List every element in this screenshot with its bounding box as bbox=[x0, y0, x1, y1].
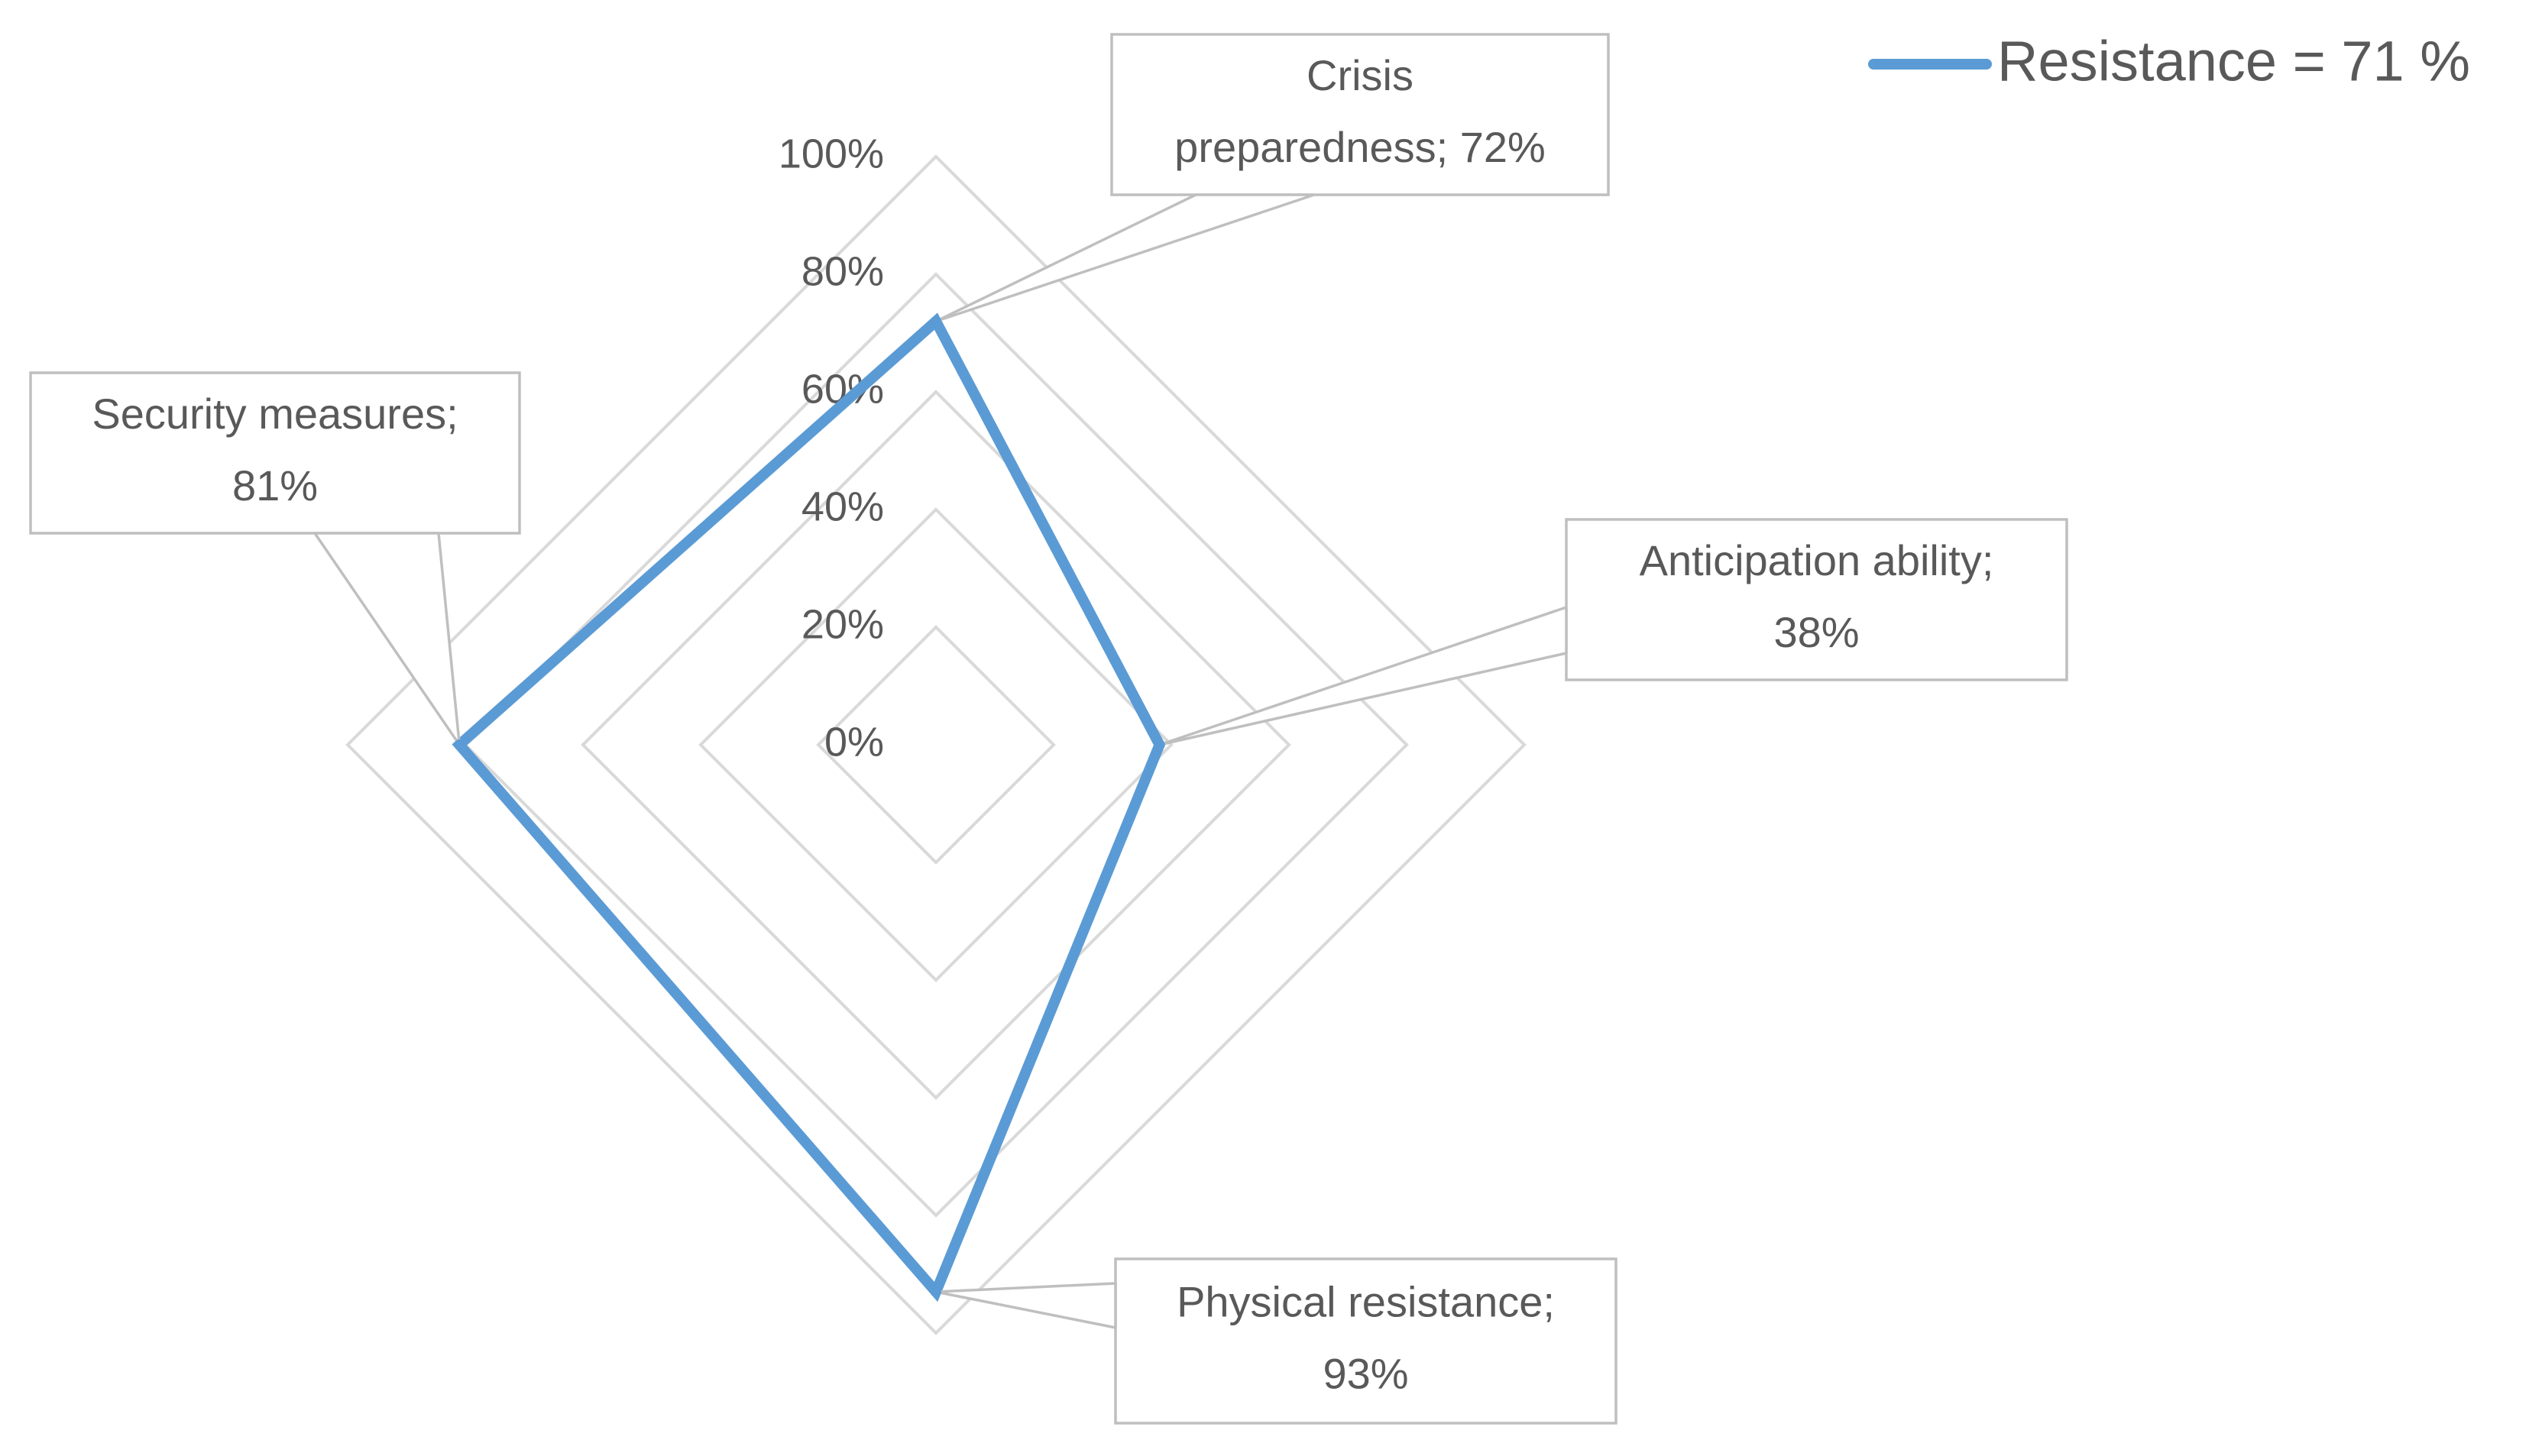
data-label-layer: Crisis preparedness; 72% Anticipation abil… bbox=[29, 33, 2068, 1425]
tick-label: 20% bbox=[801, 601, 884, 647]
tick-label: 40% bbox=[801, 484, 884, 529]
legend[interactable]: Resistance = 71 % bbox=[1868, 30, 2470, 93]
data-label-box bbox=[1110, 33, 1610, 196]
data-label-text: preparedness; 72% bbox=[1174, 123, 1546, 171]
tick-label: 0% bbox=[824, 719, 884, 765]
data-label-text: 93% bbox=[1323, 1349, 1408, 1397]
data-label-box bbox=[1114, 1257, 1617, 1425]
radial-axis-ticks: 0%20%40%60%80%100% bbox=[779, 131, 884, 765]
data-point bbox=[931, 315, 941, 327]
data-label-text: Crisis bbox=[1307, 51, 1413, 99]
series-layer bbox=[452, 312, 1166, 1302]
data-label-box bbox=[1565, 518, 2068, 681]
data-label-text: 81% bbox=[232, 461, 318, 510]
leader-line bbox=[934, 193, 1316, 323]
grid-ring-60pct bbox=[581, 390, 1291, 1100]
data-label-anticipation-ability: Anticipation ability; 38% bbox=[1154, 518, 2068, 750]
data-point bbox=[454, 739, 465, 750]
data-label-physical-resistance: Physical resistance; 93% bbox=[931, 1257, 1617, 1425]
data-label-text: 38% bbox=[1773, 608, 1859, 656]
grid-ring-40pct bbox=[698, 507, 1174, 982]
data-point bbox=[931, 1286, 941, 1298]
radar-grid bbox=[345, 154, 1527, 1335]
data-label-box bbox=[29, 371, 521, 535]
data-label-text: Anticipation ability; bbox=[1640, 536, 1994, 584]
data-point bbox=[1154, 739, 1165, 750]
leader-line bbox=[1158, 606, 1568, 746]
data-label-text: Security measures; bbox=[92, 390, 458, 438]
leader-line bbox=[934, 1282, 1117, 1329]
data-label-crisis-preparedness: Crisis preparedness; 72% bbox=[931, 33, 1610, 327]
grid-ring-80pct bbox=[463, 272, 1409, 1218]
tick-label: 100% bbox=[779, 131, 884, 176]
data-label-text: Physical resistance; bbox=[1177, 1277, 1555, 1325]
series-line-resistance bbox=[452, 312, 1166, 1302]
grid-ring-100pct bbox=[345, 154, 1527, 1335]
tick-label: 80% bbox=[801, 248, 884, 294]
data-label-security-measures: Security measures; 81% bbox=[29, 371, 521, 750]
leader-line bbox=[313, 532, 461, 746]
legend-label: Resistance = 71 % bbox=[1997, 30, 2470, 93]
grid-ring-20pct bbox=[816, 625, 1056, 865]
